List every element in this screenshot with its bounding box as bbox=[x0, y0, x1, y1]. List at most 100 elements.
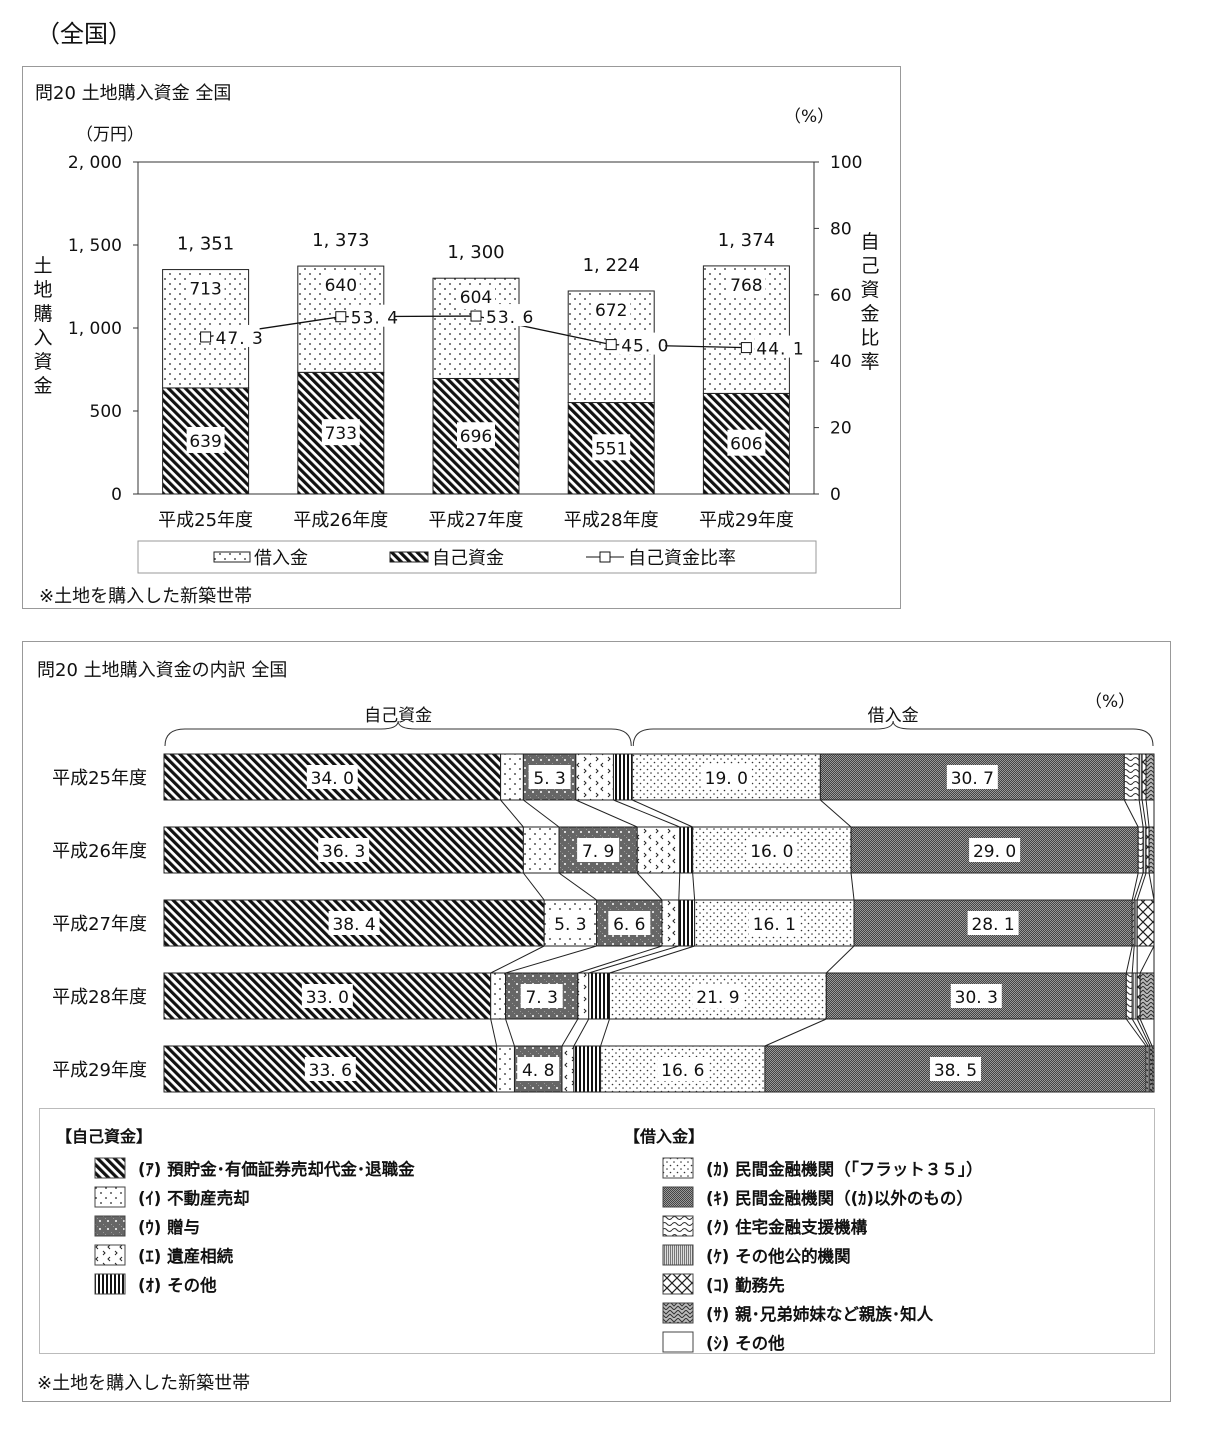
connector-line bbox=[558, 872, 597, 901]
value-label: 33. 0 bbox=[306, 988, 349, 1008]
bar-segment-コ bbox=[1136, 899, 1155, 947]
land-funds-chart: 0 500 1, 000 1, 500 2, 000 0 20 40 60 80 100 （万円） （%… bbox=[33, 107, 880, 574]
value-label: 21. 9 bbox=[696, 988, 739, 1008]
legend-label: (ｵ) その他 bbox=[138, 1275, 217, 1295]
y2-axis-label: 資 bbox=[860, 279, 879, 301]
legend-label: (ｶ) 民間金融機関（「フラット３５」） bbox=[706, 1159, 983, 1179]
connector-line bbox=[1131, 945, 1135, 974]
y2-axis-label: 金 bbox=[860, 303, 879, 325]
y2-axis-label: 率 bbox=[860, 351, 879, 373]
label-bg bbox=[520, 984, 563, 1008]
unit-label: （%） bbox=[1085, 692, 1135, 712]
y-unit: （万円） bbox=[76, 125, 144, 145]
y-axis-label: 地 bbox=[33, 279, 52, 301]
value-label: 7. 9 bbox=[582, 842, 614, 862]
connector-line bbox=[1123, 799, 1139, 828]
bar-segment-オ bbox=[573, 1045, 602, 1093]
label-bg bbox=[528, 765, 571, 789]
page-heading: （全国） bbox=[36, 20, 132, 48]
ratio-marker bbox=[335, 311, 347, 323]
value-label: 16. 6 bbox=[661, 1061, 704, 1081]
label-bg bbox=[748, 911, 800, 935]
connector-line bbox=[490, 1018, 498, 1047]
y2-tick-label: 60 bbox=[830, 286, 852, 306]
y-tick-label: 0 bbox=[111, 485, 122, 505]
value-label-own-funds: 606 bbox=[730, 435, 762, 455]
y-axis-label: 入 bbox=[33, 327, 52, 349]
value-label: 5. 3 bbox=[533, 769, 565, 789]
bar-segment-オ bbox=[679, 826, 694, 874]
legend-swatch-own-funds bbox=[389, 551, 429, 563]
connector-line bbox=[692, 872, 696, 901]
legend-label: (ｻ) 親･兄弟姉妹など親族･知人 bbox=[706, 1304, 934, 1324]
label-bg bbox=[321, 419, 360, 446]
connector-line bbox=[561, 1018, 579, 1047]
label-bg bbox=[930, 1057, 982, 1081]
connector-line bbox=[632, 799, 693, 828]
connector-line bbox=[575, 799, 638, 828]
label-bg bbox=[692, 984, 744, 1008]
legend-swatch bbox=[94, 1157, 126, 1178]
legend-own-funds: 【自己資金】 (ｱ) 預貯金･有価証券売却代金･退職金 (ｲ) 不動産売却 (ｳ) … bbox=[56, 1123, 415, 1298]
connector-line bbox=[1136, 1018, 1151, 1047]
chart-panel-land-funds-breakdown: 問20 土地購入資金の内訳 全国 （%） 自己資金 借入金 平成25年度 34. 0 5.… bbox=[22, 641, 1171, 1402]
label-bg bbox=[549, 911, 592, 935]
connector-line bbox=[1133, 872, 1144, 901]
total-label: 1, 373 bbox=[312, 230, 369, 251]
bar-segment-エ bbox=[575, 753, 614, 801]
legend-swatch-borrowed bbox=[213, 551, 251, 563]
y2-axis-label: 己 bbox=[860, 255, 879, 277]
value-label: 7. 3 bbox=[525, 988, 557, 1008]
connector-line bbox=[1131, 872, 1139, 901]
y2-tick-label: 40 bbox=[830, 352, 852, 372]
label-bg bbox=[592, 434, 631, 461]
label-bg bbox=[727, 272, 766, 297]
label-bg bbox=[754, 335, 801, 358]
connector-line bbox=[573, 1018, 590, 1047]
legend-item: (ｲ) 不動産売却 bbox=[94, 1182, 415, 1211]
connector-line bbox=[522, 872, 545, 901]
bar-segment-エ bbox=[577, 972, 590, 1020]
y-tick-label: 1, 500 bbox=[68, 236, 122, 256]
y2-axis-label: 自 bbox=[860, 231, 879, 253]
category-label: 平成26年度 bbox=[52, 841, 147, 862]
bar-segment-サ bbox=[1145, 753, 1155, 801]
legend-item: (ｺ) 勤務先 bbox=[662, 1269, 983, 1298]
legend-label: (ｼ) その他 bbox=[706, 1333, 785, 1353]
label-bg bbox=[213, 324, 260, 347]
ratio-marker bbox=[470, 310, 482, 322]
chart-note: ※土地を購入した新築世帯 bbox=[37, 1373, 251, 1394]
value-label: 16. 0 bbox=[750, 842, 793, 862]
label-bg bbox=[328, 911, 380, 935]
bar-segment-オ bbox=[678, 899, 696, 947]
y2-unit: （%） bbox=[784, 107, 834, 127]
chart-title: 問20 土地購入資金の内訳 全国 bbox=[37, 660, 288, 681]
legend-label: (ｷ) 民間金融機関（(ｶ)以外のもの） bbox=[706, 1188, 973, 1208]
value-label: 6. 6 bbox=[613, 915, 645, 935]
connector-line bbox=[820, 799, 852, 828]
category-label: 平成27年度 bbox=[52, 914, 147, 935]
legend-swatch bbox=[662, 1157, 694, 1178]
legend-swatch bbox=[94, 1273, 126, 1294]
y2-tick-label: 100 bbox=[830, 153, 862, 173]
legend-item: (ｴ) 遺産相続 bbox=[94, 1240, 415, 1269]
legend-item: (ｸ) 住宅金融支援機構 bbox=[662, 1211, 983, 1240]
label-bg bbox=[577, 838, 620, 862]
connector-line bbox=[490, 945, 545, 974]
legend-marker-ratio bbox=[599, 551, 611, 563]
connector-line bbox=[500, 799, 524, 828]
value-label: 36. 3 bbox=[322, 842, 365, 862]
y-axis-label: 資 bbox=[33, 351, 52, 373]
x-tick-label: 平成26年度 bbox=[293, 510, 388, 531]
connector-line bbox=[1138, 799, 1144, 828]
total-label: 1, 300 bbox=[447, 242, 504, 263]
bar-segment-オ bbox=[612, 753, 633, 801]
ratio-label: 45. 0 bbox=[621, 337, 669, 357]
label-bg bbox=[969, 838, 1021, 862]
label-bg bbox=[306, 765, 358, 789]
legend-swatch bbox=[662, 1273, 694, 1294]
connector-line bbox=[577, 945, 663, 974]
connector-line bbox=[678, 872, 681, 901]
value-label: 30. 7 bbox=[951, 769, 994, 789]
label-bg bbox=[592, 297, 631, 322]
